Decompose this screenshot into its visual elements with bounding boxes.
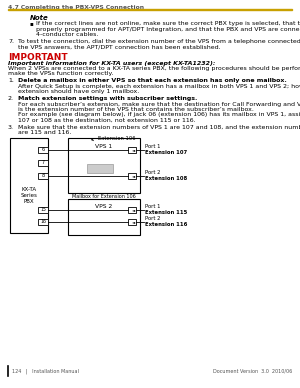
- Text: make the VPSs function correctly.: make the VPSs function correctly.: [8, 71, 113, 76]
- Text: Document Version  3.0  2010/06: Document Version 3.0 2010/06: [213, 369, 292, 374]
- Text: 107 or 108 as the destination, not extension 115 or 116.: 107 or 108 as the destination, not exten…: [18, 118, 196, 122]
- Text: 1.: 1.: [8, 78, 14, 83]
- Text: Port 1: Port 1: [145, 204, 161, 210]
- Text: ◄: ◄: [132, 174, 135, 178]
- Bar: [38, 219, 48, 225]
- Bar: [87, 164, 113, 173]
- Text: After Quick Setup is complete, each extension has a mailbox in both VPS 1 and VP: After Quick Setup is complete, each exte…: [18, 84, 300, 89]
- Text: If the correct lines are not online, make sure the correct PBX type is selected,: If the correct lines are not online, mak…: [36, 21, 300, 26]
- Text: VPS 2: VPS 2: [95, 204, 112, 209]
- Text: 124   |   Installation Manual: 124 | Installation Manual: [12, 368, 79, 374]
- Text: Extension 107: Extension 107: [145, 151, 187, 156]
- Text: Port 2: Port 2: [145, 170, 161, 175]
- Text: properly programmed for APT/DPT Integration, and that the PBX and VPS are connec: properly programmed for APT/DPT Integrat…: [36, 27, 300, 32]
- Text: are 115 and 116.: are 115 and 116.: [18, 130, 71, 135]
- Text: For each subscriber’s extension, make sure that the destination for Call Forward: For each subscriber’s extension, make su…: [18, 102, 300, 107]
- Bar: [10, 138, 48, 233]
- Text: When 2 VPSs are connected to a KX-TA series PBX, the following procedures should: When 2 VPSs are connected to a KX-TA ser…: [8, 66, 300, 71]
- Text: ◄: ◄: [132, 208, 135, 212]
- Text: Make sure that the extension numbers of VPS 1 are 107 and 108, and the extension: Make sure that the extension numbers of …: [18, 125, 300, 130]
- Text: Mailbox for Extension 106: Mailbox for Extension 106: [72, 194, 136, 199]
- Text: Extension 116: Extension 116: [145, 222, 188, 227]
- Text: the VPS answers, the APT/DPT connection has been established.: the VPS answers, the APT/DPT connection …: [18, 44, 220, 49]
- Bar: [38, 147, 48, 153]
- Text: 4-conductor cables.: 4-conductor cables.: [36, 32, 98, 37]
- Bar: [128, 147, 136, 153]
- Text: extension should have only 1 mailbox.: extension should have only 1 mailbox.: [18, 89, 139, 94]
- Bar: [68, 199, 140, 235]
- Text: Port 1: Port 1: [145, 144, 161, 149]
- Text: IMPORTANT: IMPORTANT: [8, 52, 68, 62]
- Text: Port 2: Port 2: [145, 217, 161, 222]
- Text: For example (see diagram below), if jack 06 (extension 106) has its mailbox in V: For example (see diagram below), if jack…: [18, 112, 300, 117]
- Text: Delete a mailbox in either VPS so that each extension has only one mailbox.: Delete a mailbox in either VPS so that e…: [18, 78, 287, 83]
- Text: Extension 115: Extension 115: [145, 211, 187, 215]
- Text: 2.: 2.: [8, 96, 14, 101]
- Text: 16: 16: [40, 220, 46, 225]
- Text: 4.7 Completing the PBX-VPS Connection: 4.7 Completing the PBX-VPS Connection: [8, 5, 144, 10]
- Text: VPS 1: VPS 1: [95, 144, 112, 149]
- Text: ◄: ◄: [132, 148, 135, 152]
- Text: 8: 8: [41, 173, 45, 178]
- Text: ▪: ▪: [30, 21, 34, 26]
- Text: ◄: ◄: [132, 220, 135, 224]
- Text: Note: Note: [30, 15, 49, 21]
- Text: 3.: 3.: [8, 125, 14, 130]
- Text: To test the connection, dial the extension number of the VPS from a telephone co: To test the connection, dial the extensi…: [18, 39, 300, 44]
- Text: Match extension settings with subscriber settings.: Match extension settings with subscriber…: [18, 96, 197, 101]
- Text: 6: 6: [41, 147, 45, 152]
- Text: 7.: 7.: [8, 39, 14, 44]
- Bar: [128, 219, 136, 225]
- Bar: [128, 173, 136, 179]
- Bar: [38, 207, 48, 213]
- Text: 15: 15: [40, 208, 46, 213]
- Text: Important information for KX-TA users (except KX-TA1232):: Important information for KX-TA users (e…: [8, 61, 215, 66]
- Text: Extension 108: Extension 108: [145, 177, 187, 182]
- Text: KX-TA
Series
PBX: KX-TA Series PBX: [21, 187, 38, 204]
- Bar: [38, 160, 48, 166]
- Bar: [38, 173, 48, 179]
- Bar: [128, 207, 136, 213]
- Text: 7: 7: [41, 161, 45, 166]
- Bar: [68, 138, 140, 193]
- Text: is the extension number of the VPS that contains the subscriber’s mailbox.: is the extension number of the VPS that …: [18, 107, 254, 112]
- Text: Extension 106: Extension 106: [92, 136, 136, 141]
